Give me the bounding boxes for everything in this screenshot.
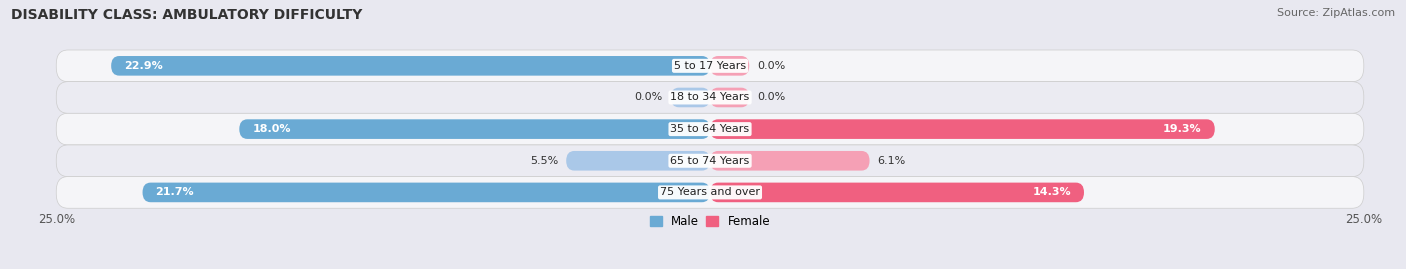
Text: 18.0%: 18.0% [253,124,291,134]
FancyBboxPatch shape [56,82,1364,113]
FancyBboxPatch shape [56,145,1364,176]
Legend: Male, Female: Male, Female [645,211,775,233]
Text: Source: ZipAtlas.com: Source: ZipAtlas.com [1277,8,1395,18]
FancyBboxPatch shape [567,151,710,171]
FancyBboxPatch shape [671,88,710,107]
Text: 0.0%: 0.0% [756,61,786,71]
Text: 5 to 17 Years: 5 to 17 Years [673,61,747,71]
Text: 22.9%: 22.9% [124,61,163,71]
Text: 0.0%: 0.0% [634,93,664,102]
Text: 6.1%: 6.1% [877,156,905,166]
Text: 19.3%: 19.3% [1163,124,1202,134]
Text: 35 to 64 Years: 35 to 64 Years [671,124,749,134]
Text: 14.3%: 14.3% [1032,187,1071,197]
FancyBboxPatch shape [710,119,1215,139]
FancyBboxPatch shape [111,56,710,76]
FancyBboxPatch shape [56,113,1364,145]
FancyBboxPatch shape [56,176,1364,208]
Text: 5.5%: 5.5% [530,156,558,166]
Text: 65 to 74 Years: 65 to 74 Years [671,156,749,166]
FancyBboxPatch shape [710,88,749,107]
FancyBboxPatch shape [142,183,710,202]
FancyBboxPatch shape [710,56,749,76]
FancyBboxPatch shape [239,119,710,139]
FancyBboxPatch shape [710,151,869,171]
Text: 75 Years and over: 75 Years and over [659,187,761,197]
Text: DISABILITY CLASS: AMBULATORY DIFFICULTY: DISABILITY CLASS: AMBULATORY DIFFICULTY [11,8,363,22]
Text: 0.0%: 0.0% [756,93,786,102]
FancyBboxPatch shape [710,183,1084,202]
FancyBboxPatch shape [56,50,1364,82]
Text: 18 to 34 Years: 18 to 34 Years [671,93,749,102]
Text: 21.7%: 21.7% [156,187,194,197]
